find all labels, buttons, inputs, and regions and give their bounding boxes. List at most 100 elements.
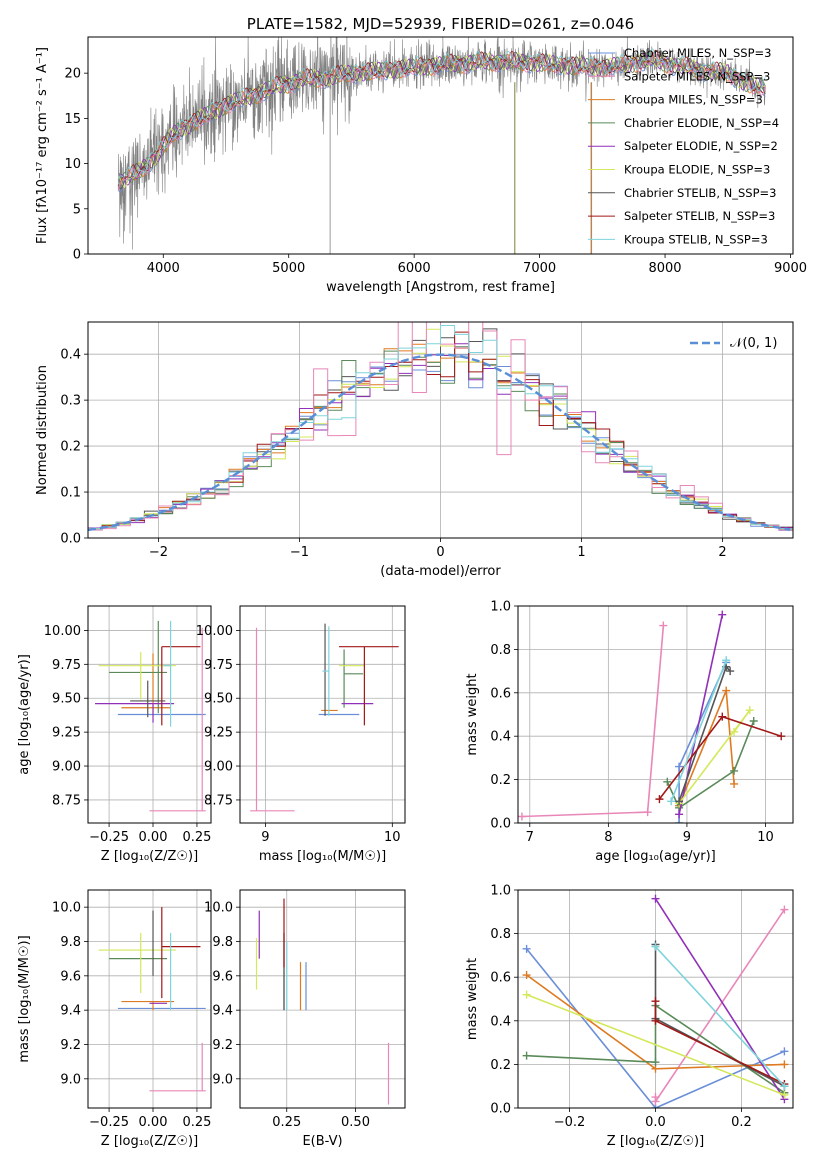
legend-entry: Kroupa STELIB, N_SSP=3 bbox=[624, 232, 768, 246]
x-tick-label: −0.2 bbox=[554, 1115, 586, 1130]
x-tick-label: 10 bbox=[757, 830, 774, 845]
x-tick-label: 0 bbox=[436, 545, 444, 560]
x-tick-label: 9 bbox=[261, 830, 269, 845]
x-tick-label: −1 bbox=[290, 545, 309, 560]
y-tick-label: 9.8 bbox=[60, 935, 81, 950]
data-point-marker bbox=[675, 762, 684, 771]
data-point-marker bbox=[651, 894, 660, 903]
data-point-marker bbox=[651, 997, 660, 1006]
data-point-marker bbox=[780, 1082, 789, 1091]
y-tick-label: 1.0 bbox=[490, 884, 511, 899]
data-point-marker bbox=[675, 819, 684, 823]
plot-area-spectrum bbox=[117, 37, 766, 254]
data-point-marker bbox=[780, 905, 789, 914]
x-tick-label: 5000 bbox=[272, 261, 305, 276]
x-tick-label: 9 bbox=[683, 830, 691, 845]
histogram-series bbox=[88, 346, 793, 530]
panel-mass_vs_ebv: 0.25 0.50 9.0 9.2 9.4 9.6 9.8 10.0 E(B-V) bbox=[204, 889, 406, 1149]
y-axis-label: age [log₁₀(age/yr)] bbox=[17, 654, 32, 775]
x-tick-label: 0.00 bbox=[139, 1115, 168, 1130]
data-point-marker bbox=[722, 686, 731, 695]
y-axis-label: mass [log₁₀(M/M☉)] bbox=[17, 935, 32, 1062]
data-point-marker bbox=[522, 944, 531, 953]
x-axis-label: Z [log₁₀(Z/Z☉)] bbox=[101, 849, 198, 864]
x-tick-label: 8000 bbox=[648, 261, 681, 276]
series-line bbox=[654, 909, 786, 1105]
series-line bbox=[526, 993, 785, 1096]
x-tick-label: 0.2 bbox=[731, 1115, 752, 1130]
legend-entry: Chabrier MILES, N_SSP=3 bbox=[624, 46, 771, 60]
y-tick-label: 0.2 bbox=[60, 440, 81, 455]
x-axis-label: Z [log₁₀(Z/Z☉)] bbox=[607, 1134, 704, 1149]
data-point-marker bbox=[643, 808, 652, 817]
data-point-marker bbox=[522, 971, 531, 980]
panel-mass_vs_Z: −0.25 0.00 0.25 9.0 9.2 9.4 9.6 9.8 10.0 Z [log₁₀… bbox=[17, 889, 212, 1149]
series-line bbox=[525, 948, 785, 1108]
y-tick-label: 10.00 bbox=[196, 624, 233, 639]
x-tick-label: 2 bbox=[718, 545, 726, 560]
plot-area-residuals bbox=[88, 322, 793, 538]
plot-area-massweight_vs_age bbox=[518, 606, 793, 823]
y-tick-label: 0.8 bbox=[490, 643, 511, 658]
data-point-marker bbox=[522, 1051, 531, 1060]
data-point-marker bbox=[659, 621, 668, 630]
y-tick-label: 10.0 bbox=[52, 901, 81, 916]
data-point-marker bbox=[651, 942, 660, 951]
model-spectrum-line bbox=[117, 48, 766, 180]
y-axis-label: Flux [fλ10⁻¹⁷ erg cm⁻² s⁻¹ A⁻¹] bbox=[35, 47, 50, 244]
panel-age_vs_mass: 9 10 8.75 9.00 9.25 9.50 9.75 10.00 mass [log₁₀(… bbox=[196, 605, 406, 864]
y-tick-label: 1.0 bbox=[490, 600, 511, 615]
y-tick-label: 10.00 bbox=[44, 624, 81, 639]
panel-age_vs_Z: −0.25 0.00 0.25 8.75 9.00 9.25 9.50 9.75 10.00 Z … bbox=[17, 605, 212, 864]
plot-area-mass_vs_ebv bbox=[240, 890, 405, 1108]
data-point-marker bbox=[780, 1060, 789, 1069]
x-tick-label: 9000 bbox=[774, 261, 807, 276]
y-tick-label: 9.25 bbox=[52, 726, 81, 741]
data-point-marker bbox=[651, 1058, 660, 1067]
x-axis-label: age [log₁₀(age/yr)] bbox=[595, 849, 716, 864]
series-line bbox=[654, 898, 786, 1100]
x-tick-label: 7000 bbox=[523, 261, 556, 276]
legend-entry: Salpeter ELODIE, N_SSP=2 bbox=[624, 139, 778, 153]
x-tick-label: 0.25 bbox=[182, 1115, 211, 1130]
x-tick-label: 0.25 bbox=[182, 830, 211, 845]
x-axis-label: mass [log₁₀(M/M☉)] bbox=[259, 849, 386, 864]
chart-title: PLATE=1582, MJD=52939, FIBERID=0261, z=0… bbox=[247, 15, 634, 33]
y-axis-label: Normed distribution bbox=[35, 365, 50, 495]
legend-entry: Chabrier ELODIE, N_SSP=4 bbox=[624, 116, 779, 130]
y-tick-label: 8.75 bbox=[204, 793, 233, 808]
y-tick-label: 0.4 bbox=[490, 1014, 511, 1029]
plot-area-age_vs_mass bbox=[240, 606, 405, 823]
y-axis-label: mass weight bbox=[465, 958, 480, 1040]
y-tick-label: 9.50 bbox=[204, 692, 233, 707]
legend-entry: Kroupa MILES, N_SSP=3 bbox=[624, 93, 763, 107]
data-point-marker bbox=[522, 990, 531, 999]
y-tick-label: 20 bbox=[64, 67, 81, 82]
x-axis-label: (data-model)/error bbox=[380, 564, 501, 579]
series-line bbox=[526, 1003, 785, 1094]
panel-massweight_vs_age: 7 8 9 10 0.0 0.2 0.4 0.6 0.8 1.0 age [log₁₀(age/yr… bbox=[465, 600, 794, 864]
data-point-marker bbox=[718, 610, 727, 619]
y-tick-label: 9.4 bbox=[212, 1004, 233, 1019]
normal-reference-curve bbox=[88, 353, 791, 532]
data-point-marker bbox=[675, 810, 684, 819]
x-axis-label: wavelength [Angstrom, rest frame] bbox=[326, 280, 555, 295]
axes-frame bbox=[87, 36, 794, 255]
x-tick-label: 0.50 bbox=[341, 1115, 370, 1130]
plot-area-mass_vs_Z bbox=[88, 890, 211, 1108]
y-tick-label: 9.0 bbox=[212, 1072, 233, 1087]
y-tick-label: 0.8 bbox=[490, 927, 511, 942]
y-tick-label: 9.50 bbox=[52, 692, 81, 707]
data-point-marker bbox=[651, 1097, 660, 1106]
x-tick-label: −2 bbox=[149, 545, 168, 560]
x-axis-label: E(B-V) bbox=[302, 1134, 342, 1149]
x-tick-label: 0.00 bbox=[139, 830, 168, 845]
data-point-marker bbox=[780, 1090, 789, 1099]
data-point-marker bbox=[730, 779, 739, 788]
y-tick-label: 9.2 bbox=[212, 1038, 233, 1053]
plot-area-age_vs_Z bbox=[88, 606, 211, 823]
data-point-marker bbox=[663, 777, 672, 786]
x-tick-label: −0.25 bbox=[89, 830, 129, 845]
data-point-marker bbox=[749, 717, 758, 726]
y-tick-label: 0.1 bbox=[60, 486, 81, 501]
